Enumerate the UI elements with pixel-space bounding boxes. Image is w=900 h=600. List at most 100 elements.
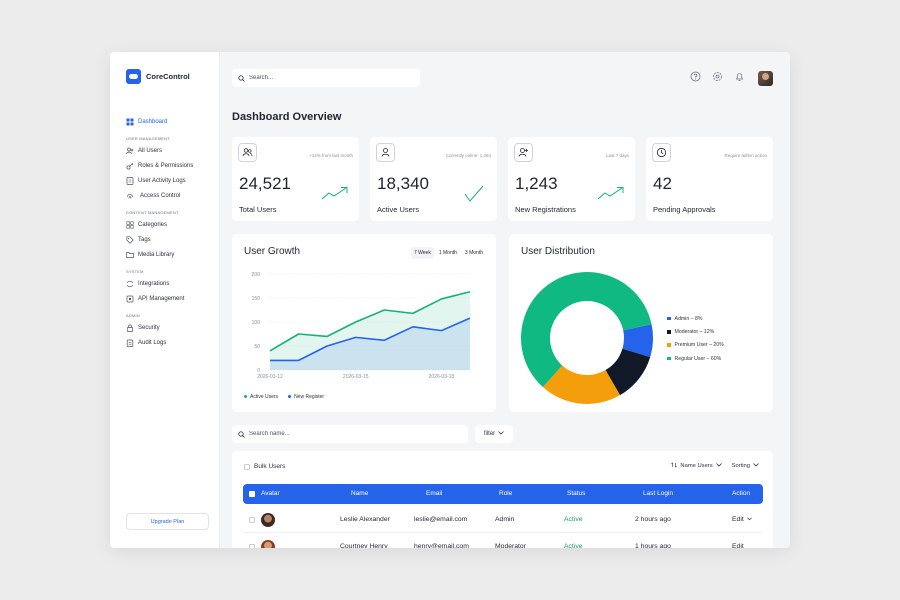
stat-value: 24,521 [239, 174, 291, 193]
users-table-card: Bulk Users Name Users Sorting Avatar Nam… [232, 451, 773, 548]
edit-action[interactable]: Edit [732, 534, 744, 548]
settings-gear-icon[interactable] [712, 71, 723, 82]
sidebar-item-dashboard[interactable]: Dashboard [126, 114, 212, 129]
table-row[interactable]: Courtney Henry henry@email.com Moderator… [243, 534, 763, 548]
filter-label: filter [483, 431, 496, 437]
bell-icon[interactable] [734, 71, 745, 82]
column-header-status[interactable]: Status [567, 490, 586, 497]
sidebar-item-integrations[interactable]: Integrations [126, 276, 212, 291]
user-icon [376, 143, 395, 162]
sidebar-item-api-management[interactable]: API Management [126, 291, 212, 306]
edit-action[interactable]: Edit [732, 507, 752, 533]
legend-item-active-users[interactable]: Active Users [244, 394, 278, 400]
select-all-checkbox[interactable] [249, 491, 255, 497]
legend-label: New Register [294, 394, 325, 400]
sidebar-item-security[interactable]: Security [126, 320, 212, 335]
legend-swatch [288, 395, 292, 399]
tab-7-week[interactable]: 7 Week [410, 247, 434, 259]
user-distribution-card: User Distribution Admin – 8% Moderator –… [509, 234, 773, 412]
sidebar-item-label: Dashboard [138, 118, 168, 125]
column-header-action[interactable]: Action [732, 490, 751, 497]
sidebar-item-all-users[interactable]: All Users [126, 143, 212, 158]
sidebar-item-user-activity-logs[interactable]: User Activity Logs [126, 173, 212, 188]
stat-note: Require admin action [724, 153, 767, 158]
stat-value: 1,243 [515, 174, 558, 193]
legend-label: Moderator – 12% [674, 328, 715, 335]
legend-item: Admin – 8% [667, 312, 724, 325]
x-tick-label: 2026-03-12 [257, 374, 283, 380]
name-search[interactable] [232, 425, 468, 443]
chevron-down-icon [746, 507, 752, 533]
tab-3-month[interactable]: 3 Month [461, 247, 486, 259]
dashboard-icon [126, 118, 134, 126]
app-window: CoreControl Dashboard USER MANAGEMENT Al… [110, 52, 790, 548]
bulk-users-toggle[interactable]: Bulk Users [244, 463, 285, 470]
chevron-down-icon [753, 463, 759, 469]
sidebar-item-audit-logs[interactable]: Audit Logs [126, 335, 212, 350]
donut-slice-premium[interactable] [542, 365, 620, 404]
brand[interactable]: CoreControl [126, 69, 190, 84]
checkmark-icon [459, 185, 487, 208]
sidebar-item-roles-permissions[interactable]: Roles & Permissions [126, 158, 212, 173]
sidebar-item-label: Integrations [138, 280, 170, 287]
sidebar-item-media-library[interactable]: Media Library [126, 247, 212, 262]
avatar [261, 513, 275, 527]
name-search-input[interactable] [249, 431, 459, 437]
sidebar-item-tags[interactable]: Tags [126, 232, 212, 247]
trend-up-icon [321, 185, 349, 206]
x-tick-label: 2026-03-18 [429, 374, 455, 380]
sidebar-item-label: Security [138, 324, 160, 331]
legend-swatch [667, 343, 671, 347]
sidebar-section-title: USER MANAGEMENT [126, 136, 170, 141]
status-badge: Active [564, 516, 583, 523]
donut-slice-admin[interactable] [622, 324, 653, 358]
key-icon [126, 162, 134, 170]
stat-value: 18,340 [377, 174, 429, 193]
sidebar: CoreControl Dashboard USER MANAGEMENT Al… [110, 52, 220, 548]
sidebar-item-access-control[interactable]: Access Control [126, 188, 212, 203]
global-search[interactable] [232, 69, 420, 87]
page-title: Dashboard Overview [232, 111, 342, 123]
filter-dropdown[interactable]: filter [475, 425, 513, 443]
folder-icon [126, 251, 134, 259]
tab-1-month[interactable]: 1 Month [435, 247, 460, 259]
chevron-down-icon [715, 463, 722, 469]
refresh-icon [126, 280, 134, 288]
column-header-name[interactable]: Name [351, 490, 369, 497]
column-header-email[interactable]: Email [426, 490, 443, 497]
trend-up-icon [597, 185, 625, 206]
search-input[interactable] [249, 75, 409, 81]
y-tick-label: 0 [257, 368, 260, 374]
search-icon [238, 425, 245, 443]
legend-item: Moderator – 12% [667, 325, 724, 338]
upgrade-plan-button[interactable]: Upgrade Plan [126, 513, 209, 530]
row-checkbox[interactable] [249, 517, 255, 523]
column-header-last-login[interactable]: Last Login [643, 490, 673, 497]
x-tick-label: 2026-03-15 [343, 374, 369, 380]
donut-slice-moderator[interactable] [605, 348, 651, 396]
sidebar-item-categories[interactable]: Categories [126, 217, 212, 232]
range-tabs: 7 Week 1 Month 3 Month [410, 247, 486, 259]
y-tick-label: 200 [252, 272, 261, 278]
donut-slice-regular[interactable] [521, 272, 652, 388]
bulk-checkbox[interactable] [244, 463, 250, 470]
legend-item-new-register[interactable]: New Register [288, 394, 324, 400]
status-badge: Active [564, 543, 583, 548]
column-header-avatar[interactable]: Avatar [261, 490, 280, 497]
user-avatar[interactable] [758, 71, 773, 86]
user-growth-card: User Growth 7 Week 1 Month 3 Month 0 50 10… [232, 234, 496, 412]
sidebar-item-label: Access Control [140, 192, 181, 199]
name-users-sort[interactable]: Name Users [671, 462, 722, 470]
help-icon[interactable] [690, 71, 701, 82]
column-header-role[interactable]: Role [499, 490, 513, 497]
table-row[interactable]: Leslie Alexander leslie@email.com Admin … [243, 507, 763, 533]
search-icon [238, 69, 245, 87]
cell-role: Moderator [495, 543, 526, 548]
table-header: Avatar Name Email Role Status Last Login… [243, 484, 763, 504]
sort-icon [671, 462, 678, 470]
brand-logo-icon [126, 69, 141, 84]
row-checkbox[interactable] [249, 544, 255, 548]
sidebar-item-label: Tags [138, 236, 151, 243]
sorting-dropdown[interactable]: Sorting [732, 462, 759, 470]
distribution-title: User Distribution [521, 246, 595, 257]
